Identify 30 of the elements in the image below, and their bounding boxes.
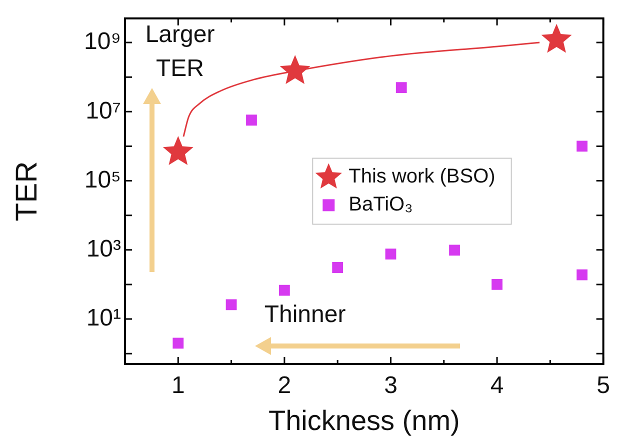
x-tick-label: 2 — [278, 372, 292, 400]
y-tick-label: 10¹ — [86, 304, 122, 332]
point — [449, 244, 460, 256]
point — [385, 248, 396, 260]
point — [492, 279, 502, 290]
x-axis-title: Thickness (nm) — [268, 404, 460, 436]
point — [541, 24, 572, 53]
point — [226, 299, 237, 310]
y-axis-title: TER — [10, 161, 44, 222]
x-tick-label: 1 — [171, 372, 185, 400]
point — [332, 262, 344, 273]
point — [246, 114, 257, 126]
point — [162, 136, 194, 165]
point — [576, 140, 588, 152]
legend-label: BaTiO₃ — [348, 194, 413, 216]
point — [172, 338, 184, 349]
x-tick-label: 4 — [490, 372, 504, 400]
point — [396, 82, 407, 93]
point — [278, 284, 290, 296]
y-tick-label: 10⁹ — [84, 28, 121, 56]
annotation: Thinner — [263, 300, 347, 330]
x-tick-label: 3 — [384, 372, 398, 400]
point — [280, 55, 310, 84]
point — [576, 269, 588, 280]
annotation: Larger TER — [144, 20, 216, 84]
y-tick-label: 10⁵ — [84, 166, 121, 194]
x-tick-label: 5 — [596, 372, 610, 400]
legend-label: This work (BSO) — [348, 166, 496, 188]
y-tick-label: 10³ — [86, 236, 122, 263]
y-tick-label: 10⁷ — [86, 97, 121, 124]
